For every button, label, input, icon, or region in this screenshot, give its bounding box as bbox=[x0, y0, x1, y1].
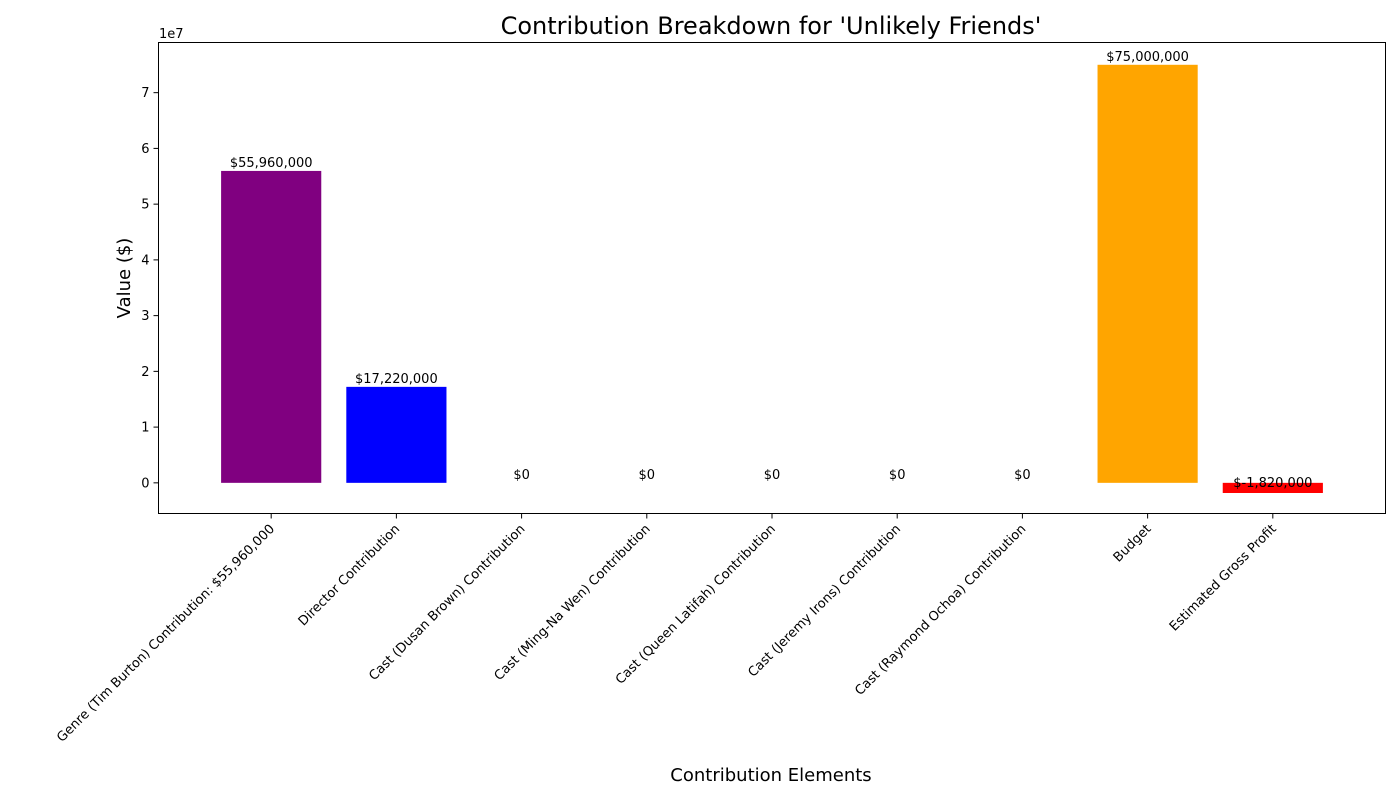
y-tick-label: 6 bbox=[141, 142, 149, 157]
x-axis-label: Contribution Elements bbox=[670, 765, 871, 786]
y-tick-label: 7 bbox=[141, 86, 149, 101]
bar bbox=[1222, 482, 1323, 493]
bar bbox=[1097, 64, 1198, 483]
bar bbox=[221, 170, 322, 483]
bar-value-label: $-1,820,000 bbox=[1233, 476, 1312, 491]
data-labels-group: $55,960,000 $17,220,000 $0 $0 $0 $0 $0 $75,000,… bbox=[230, 50, 1313, 491]
y-tick-label: 4 bbox=[141, 253, 149, 268]
y-axis-label: Value ($) bbox=[114, 238, 135, 319]
y-tick-label: 3 bbox=[141, 309, 149, 324]
y-tick-label: 1 bbox=[141, 421, 149, 436]
bar-value-label: $0 bbox=[513, 468, 530, 483]
bar-value-label: $0 bbox=[764, 468, 781, 483]
chart-title: Contribution Breakdown for 'Unlikely Fri… bbox=[501, 12, 1042, 40]
plot-frame bbox=[158, 42, 1386, 514]
bar bbox=[346, 386, 447, 483]
bars-group bbox=[221, 64, 1323, 493]
bar-value-label: $0 bbox=[889, 468, 906, 483]
bar-value-label: $17,220,000 bbox=[355, 372, 438, 387]
y-axis: 0 1 2 3 4 5 6 7 bbox=[141, 86, 159, 491]
y-axis-offset-label: 1e7 bbox=[159, 27, 184, 42]
bar-value-label: $0 bbox=[1014, 468, 1031, 483]
bar-value-label: $55,960,000 bbox=[230, 156, 313, 171]
bar-value-label: $0 bbox=[639, 468, 656, 483]
y-tick-label: 5 bbox=[141, 198, 149, 213]
bar-value-label: $75,000,000 bbox=[1106, 50, 1189, 65]
y-tick-label: 2 bbox=[141, 365, 149, 380]
y-tick-label: 0 bbox=[141, 476, 149, 491]
